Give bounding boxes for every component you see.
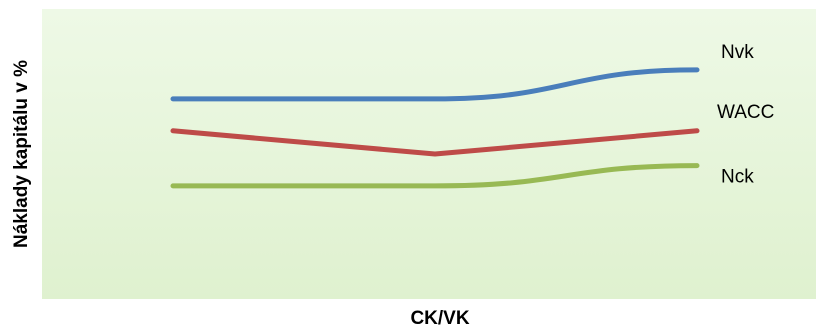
series-labels: Nvk WACC Nck xyxy=(717,42,774,188)
series-line-nvk xyxy=(170,67,700,102)
x-axis-title: CK/VK xyxy=(410,308,469,329)
series-label-nvk: Nvk xyxy=(721,42,754,63)
series-label-nck: Nck xyxy=(721,167,754,188)
series-line-nck xyxy=(170,163,700,189)
series-lines xyxy=(170,67,700,189)
series-label-wacc: WACC xyxy=(717,102,774,123)
series-line-wacc xyxy=(170,128,700,157)
y-axis-title: Náklady kapitálu v % xyxy=(11,60,32,248)
